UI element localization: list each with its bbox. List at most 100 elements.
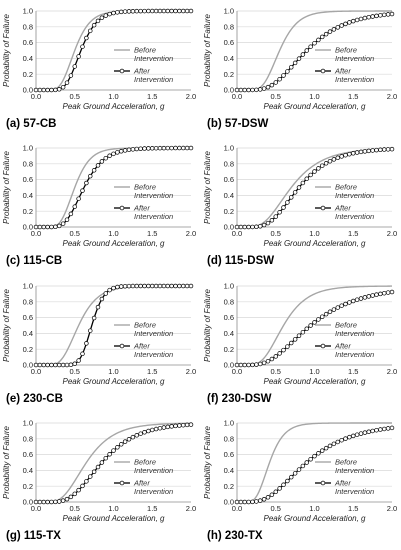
- y-tick-label: 1.0: [224, 144, 234, 153]
- after-intervention-point: [188, 145, 194, 151]
- after-intervention-point: [146, 8, 151, 14]
- y-tick-label: 0.0: [224, 361, 234, 370]
- x-tick-label: 1.0: [309, 229, 319, 238]
- after-intervention-point: [45, 87, 50, 93]
- after-intervention-point: [382, 426, 387, 432]
- y-axis-title: Probability of Failure: [2, 13, 11, 86]
- legend-before-label: Before Intervention: [335, 321, 374, 339]
- after-intervention-point: [41, 87, 46, 93]
- after-intervention-point: [234, 362, 240, 368]
- legend-after-marker: [320, 343, 326, 349]
- after-intervention-point: [300, 180, 306, 186]
- after-intervention-point: [343, 152, 348, 158]
- after-intervention-point: [56, 362, 62, 368]
- after-intervention-point: [37, 362, 43, 368]
- x-tick-label: 0.5: [70, 229, 80, 238]
- after-intervention-point: [319, 448, 325, 453]
- y-tick-label: 0.4: [23, 329, 33, 338]
- after-intervention-point: [157, 425, 163, 431]
- after-intervention-point: [261, 222, 267, 228]
- after-intervention-point: [327, 309, 333, 315]
- after-intervention-point: [269, 218, 275, 223]
- before-intervention-line: [237, 285, 393, 366]
- after-intervention-point: [351, 18, 356, 24]
- after-intervention-point: [250, 87, 255, 93]
- after-intervention-point: [265, 495, 271, 500]
- after-intervention-point: [122, 148, 128, 153]
- after-intervention-point: [331, 441, 337, 447]
- after-intervention-point: [312, 320, 317, 325]
- after-intervention-point: [188, 422, 194, 427]
- x-tick-label: 2.0: [186, 504, 196, 513]
- after-intervention-point: [265, 84, 271, 90]
- after-intervention-point: [312, 453, 317, 459]
- y-tick-label: 1.0: [224, 282, 234, 291]
- x-tick-label: 1.0: [108, 229, 118, 238]
- after-intervention-point: [335, 439, 341, 445]
- after-intervention-point: [177, 423, 182, 428]
- y-tick-label: 0.8: [224, 159, 234, 168]
- fragility-chart: 0.0 0.2 0.4 0.6 0.8 1.0 0.0 0.5 1.0 1.5 2.0 Peak Gr…: [2, 282, 196, 386]
- after-intervention-point: [374, 292, 379, 297]
- after-intervention-point: [84, 341, 89, 346]
- after-intervention-point: [33, 224, 39, 230]
- after-intervention-point: [72, 204, 77, 209]
- after-intervention-point: [389, 425, 395, 431]
- after-intervention-point: [254, 224, 259, 230]
- after-intervention-point: [374, 427, 379, 433]
- after-intervention-point: [115, 284, 120, 290]
- after-intervention-point: [142, 8, 147, 14]
- after-intervention-point: [351, 151, 356, 156]
- after-intervention-point: [142, 430, 147, 435]
- after-intervention-point: [95, 18, 101, 24]
- after-intervention-point: [49, 224, 54, 230]
- x-tick-label: 1.0: [309, 92, 319, 101]
- after-intervention-point: [173, 283, 178, 289]
- after-intervention-point: [115, 150, 120, 155]
- after-intervention-point: [165, 8, 171, 14]
- panel-caption: (d) 115-DSW: [207, 255, 275, 267]
- after-intervention-point: [142, 146, 147, 151]
- after-intervention-point: [130, 434, 136, 440]
- after-intervention-point: [37, 87, 43, 93]
- after-intervention-point: [238, 499, 244, 505]
- y-tick-label: 0.0: [23, 361, 33, 370]
- x-tick-label: 0.0: [31, 367, 41, 376]
- y-tick-label: 0.8: [224, 297, 234, 306]
- after-intervention-point: [389, 289, 395, 295]
- after-intervention-point: [122, 283, 128, 289]
- y-tick-label: 0.4: [23, 191, 33, 200]
- after-intervention-point: [335, 305, 341, 310]
- after-intervention-point: [161, 8, 167, 14]
- chart-panel: 0.0 0.2 0.4 0.6 0.8 1.0 0.0 0.5 1.0 1.5 2.0 Peak Gr…: [0, 0, 200, 137]
- after-intervention-point: [184, 422, 190, 428]
- after-intervention-point: [250, 499, 255, 505]
- after-intervention-point: [84, 479, 89, 484]
- after-intervention-point: [261, 497, 267, 502]
- after-intervention-point: [157, 8, 163, 14]
- y-tick-label: 0.6: [23, 38, 33, 47]
- after-intervention-point: [300, 463, 306, 469]
- after-intervention-point: [150, 146, 155, 151]
- y-tick-label: 0.0: [224, 86, 234, 95]
- y-tick-label: 0.4: [224, 54, 234, 63]
- legend-after-marker: [320, 205, 326, 211]
- y-tick-label: 1.0: [224, 419, 234, 428]
- x-tick-label: 1.5: [348, 229, 358, 238]
- before-intervention-line: [237, 10, 392, 91]
- x-tick-label: 1.0: [108, 504, 118, 513]
- after-intervention-point: [277, 351, 282, 356]
- x-tick-label: 1.0: [108, 92, 118, 101]
- after-intervention-point: [56, 223, 62, 229]
- y-axis-title: Probability of Failure: [2, 288, 11, 361]
- after-intervention-point: [354, 17, 360, 23]
- y-tick-label: 0.2: [224, 207, 234, 216]
- after-intervention-point: [354, 150, 360, 155]
- x-axis-title: Peak Ground Acceleration, g: [264, 377, 367, 386]
- y-tick-label: 0.0: [224, 498, 234, 507]
- after-intervention-point: [257, 498, 263, 503]
- y-tick-label: 0.6: [23, 175, 33, 184]
- after-intervention-point: [308, 44, 313, 49]
- x-axis-title: Peak Ground Acceleration, g: [63, 514, 166, 523]
- x-tick-label: 0.5: [70, 367, 80, 376]
